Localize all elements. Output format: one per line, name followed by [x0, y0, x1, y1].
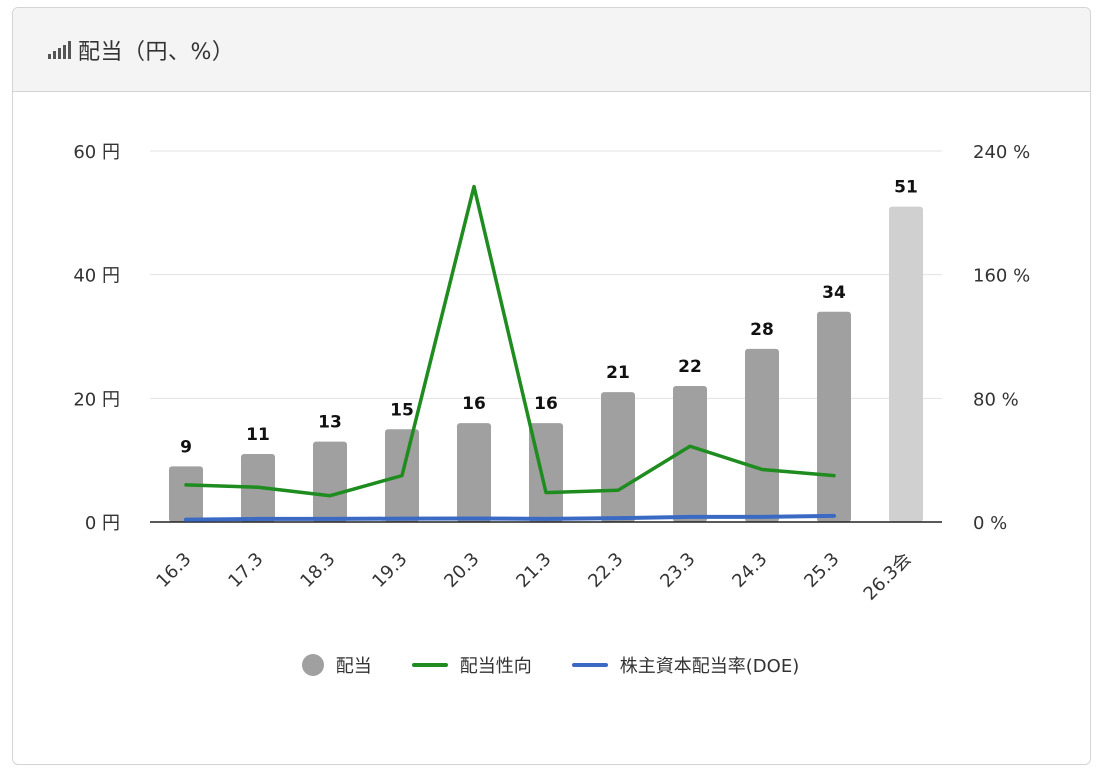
bar-data-label: 28	[750, 320, 774, 340]
bar	[457, 423, 491, 522]
bar-data-label: 9	[180, 437, 192, 457]
x-tick-label: 20.3	[440, 549, 483, 592]
bar	[817, 311, 851, 522]
x-tick-label: 26.3会	[860, 549, 916, 605]
y-right-tick-label: 240 %	[973, 142, 1030, 163]
legend-label-payout-ratio: 配当性向	[459, 656, 532, 677]
chart-legend: 配当 配当性向 株主資本配当率(DOE)	[0, 652, 1101, 678]
bar	[529, 423, 563, 522]
card-header: 配当（円、%）	[13, 8, 1090, 92]
x-tick-label: 23.3	[656, 549, 699, 592]
payout-ratio-line	[184, 184, 836, 498]
legend-item-doe[interactable]: 株主資本配当率(DOE)	[571, 652, 800, 678]
bar	[745, 348, 779, 522]
bar	[169, 466, 203, 522]
bar-data-label: 34	[822, 283, 846, 303]
bar-data-label: 15	[390, 400, 414, 420]
legend-label-doe: 株主資本配当率(DOE)	[619, 656, 800, 677]
y-left-tick-label: 40 円	[73, 266, 120, 287]
bar-data-label: 21	[606, 363, 630, 383]
doe-line	[184, 513, 836, 522]
y-right-tick-label: 80 %	[973, 389, 1019, 410]
bar	[313, 441, 347, 522]
x-tick-label: 24.3	[728, 549, 771, 592]
bar-data-label: 13	[318, 413, 342, 433]
y-left-tick-label: 60 円	[73, 142, 120, 163]
bar-data-label: 16	[534, 394, 558, 414]
x-tick-label: 25.3	[800, 549, 843, 592]
x-tick-label: 21.3	[512, 549, 555, 592]
x-tick-label: 17.3	[224, 549, 267, 592]
bar-data-label: 11	[246, 425, 270, 445]
x-tick-label: 16.3	[152, 549, 195, 592]
legend-swatch-doe	[571, 663, 608, 667]
legend-swatch-dividend	[301, 654, 324, 676]
bar-data-label: 16	[462, 394, 486, 414]
chart-title: 配当（円、%）	[78, 39, 235, 65]
legend-item-dividend[interactable]: 配当	[301, 652, 372, 678]
bar	[601, 392, 635, 522]
legend-label-dividend: 配当	[335, 656, 372, 677]
legend-swatch-payout-ratio	[411, 663, 448, 667]
y-right-tick-label: 160 %	[973, 266, 1030, 287]
x-tick-label: 19.3	[368, 549, 411, 592]
signal-bars-icon	[48, 40, 71, 59]
bar-data-label: 51	[894, 178, 918, 198]
bar	[889, 206, 923, 522]
x-tick-label: 18.3	[296, 549, 339, 592]
bar	[673, 385, 707, 522]
y-left-tick-label: 0 円	[85, 513, 120, 534]
y-left-tick-label: 20 円	[73, 389, 120, 410]
bar-data-label: 22	[678, 357, 702, 377]
legend-item-payout-ratio[interactable]: 配当性向	[411, 652, 532, 678]
y-right-tick-label: 0 %	[973, 513, 1007, 534]
x-tick-label: 22.3	[584, 549, 627, 592]
